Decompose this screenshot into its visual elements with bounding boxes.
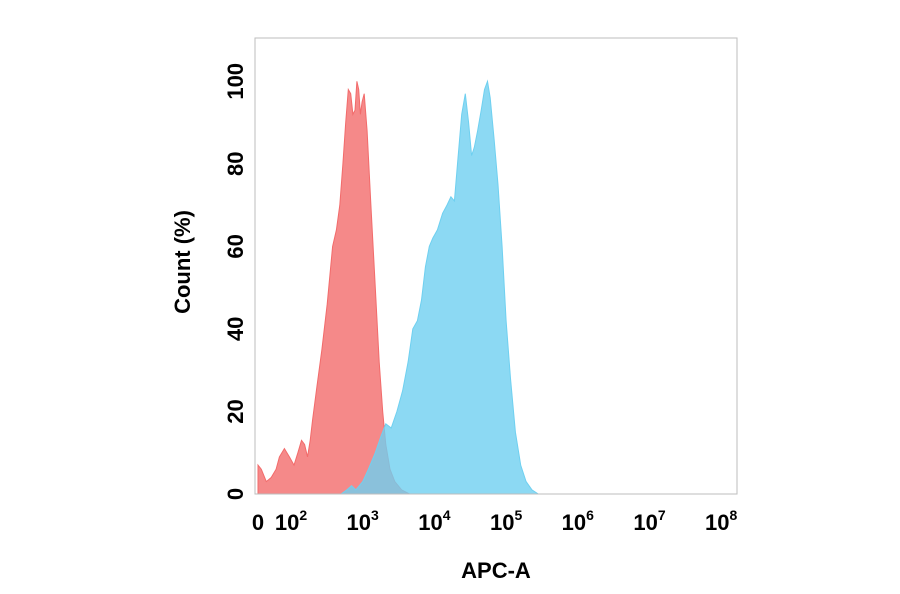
x-axis-label: APC-A [461, 558, 531, 583]
y-tick-label: 100 [223, 63, 248, 100]
y-tick-label: 60 [223, 234, 248, 258]
y-tick-label: 80 [223, 152, 248, 176]
y-tick-label: 40 [223, 317, 248, 341]
x-tick-label: 103 [347, 507, 379, 535]
x-tick-label: 0 [252, 510, 264, 535]
histogram-area-1 [257, 81, 410, 495]
x-axis-ticks: 0 102 103 104 105 106 107 108 [252, 507, 738, 535]
y-axis-label: Count (%) [170, 210, 195, 314]
x-tick-label: 102 [275, 507, 307, 535]
y-tick-label: 0 [223, 488, 248, 500]
x-tick-label: 107 [633, 507, 665, 535]
y-axis-ticks: 0 20 40 60 80 100 [223, 63, 248, 500]
histogram-area-2 [339, 79, 540, 495]
x-tick-label: 108 [705, 507, 737, 535]
x-tick-label: 104 [418, 507, 450, 535]
histogram-areas [257, 79, 540, 495]
x-tick-label: 105 [490, 507, 522, 535]
y-tick-label: 20 [223, 399, 248, 423]
plot-frame [254, 37, 738, 495]
x-tick-label: 106 [562, 507, 594, 535]
